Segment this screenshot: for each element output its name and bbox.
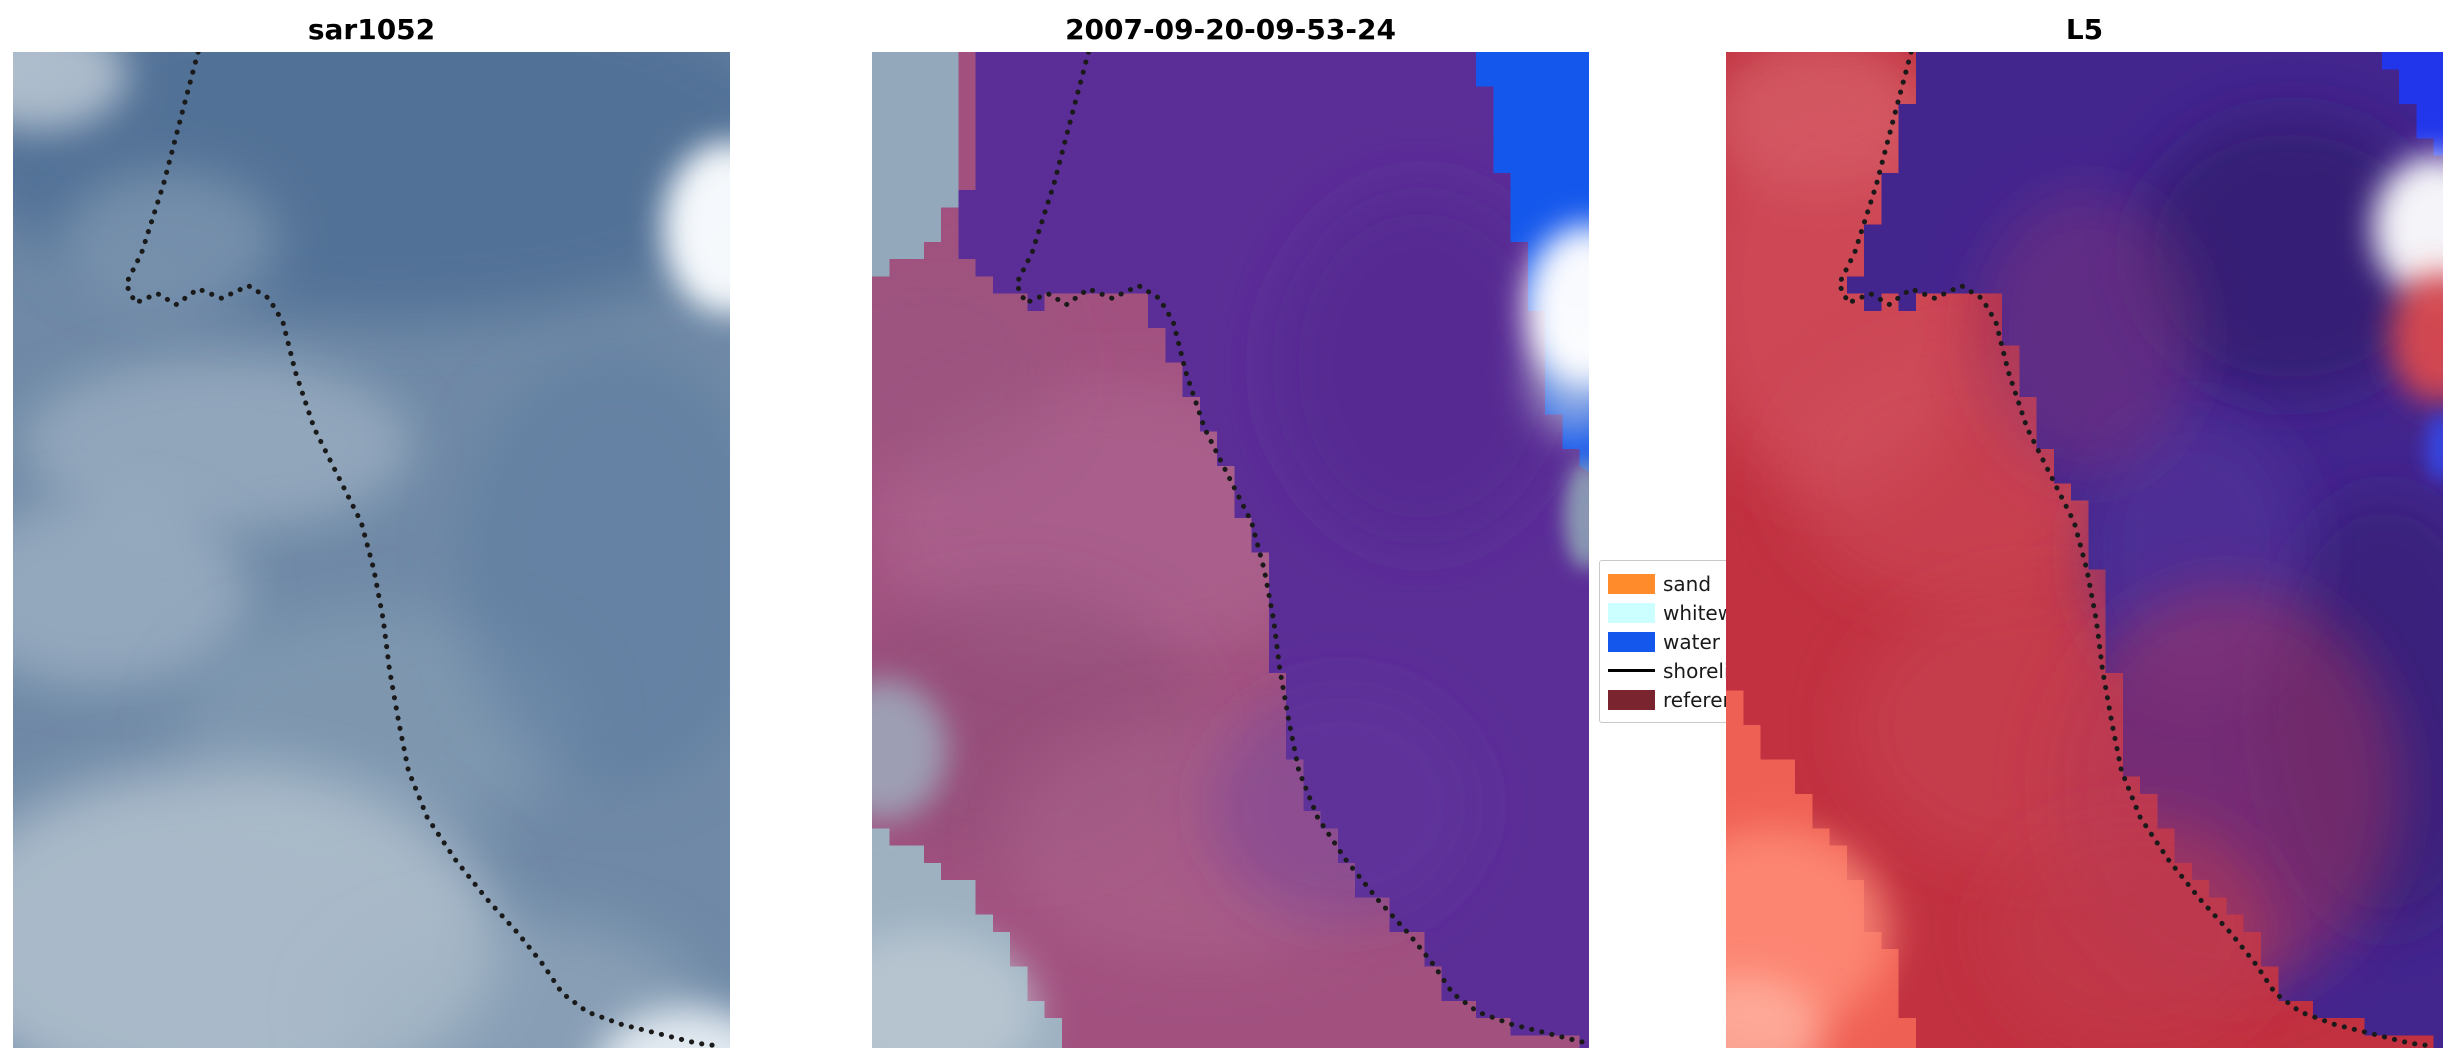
legend-entry-sand: sand	[1608, 569, 1726, 598]
panel-title: 2007-09-20-09-53-24	[1065, 13, 1396, 46]
legend-entry-reference: reference	[1608, 685, 1726, 714]
panel-title: sar1052	[307, 13, 436, 46]
legend-entry-water: water	[1608, 627, 1726, 656]
panel-classification: 2007-09-20-09-53-24	[872, 8, 1589, 1048]
legend-entry-shoreline: shoreline	[1608, 656, 1726, 685]
legend-label: water	[1663, 629, 1720, 654]
legend-label: shoreline	[1663, 658, 1726, 683]
legend-line-swatch	[1608, 669, 1655, 672]
legend-color-swatch	[1608, 573, 1655, 594]
classification-image	[872, 52, 1589, 1048]
sar-image	[13, 52, 730, 1048]
legend-color-swatch	[1608, 602, 1655, 623]
panel-title: L5	[2065, 13, 2104, 46]
legend: sand whitewater water shoreline reference	[1599, 560, 1726, 736]
legend-label: reference	[1663, 687, 1726, 712]
panel-l5: L5	[1726, 8, 2443, 1048]
legend-box: sand whitewater water shoreline reference	[1599, 560, 1726, 723]
legend-entry-whitewater: whitewater	[1608, 598, 1726, 627]
legend-color-swatch	[1608, 689, 1655, 710]
panel-sar1052: sar1052	[13, 8, 730, 1048]
legend-label: sand	[1663, 571, 1712, 596]
legend-color-swatch	[1608, 631, 1655, 652]
l5-image	[1726, 52, 2443, 1048]
legend-label: whitewater	[1663, 600, 1726, 625]
